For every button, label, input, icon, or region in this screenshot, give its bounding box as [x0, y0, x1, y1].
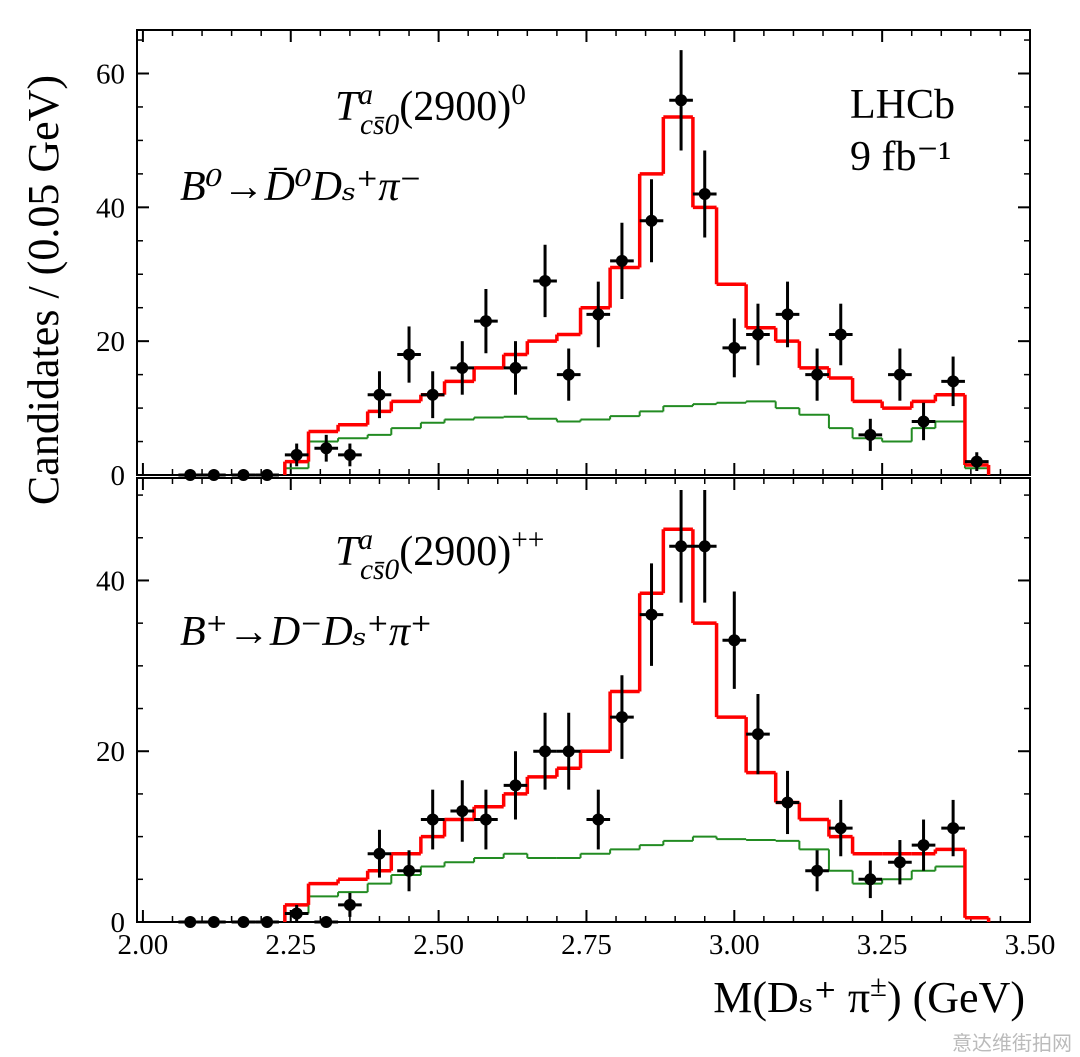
text-part: T — [335, 529, 361, 575]
data-point — [893, 368, 906, 381]
y-tick-label: 0 — [111, 907, 126, 939]
data-point — [970, 455, 983, 468]
data-point — [290, 448, 303, 461]
x-tick-label: 2.50 — [413, 929, 464, 961]
data-point — [373, 847, 386, 860]
y-axis-label: Candidates / (0.05 GeV) — [19, 75, 68, 505]
x-tick-label: 2.25 — [265, 929, 316, 961]
data-point — [320, 442, 333, 455]
data-point — [426, 813, 439, 826]
data-point — [373, 388, 386, 401]
data-point — [615, 711, 628, 724]
data-point — [509, 361, 522, 374]
text-part: cs̄0 — [360, 554, 399, 586]
data-point — [426, 388, 439, 401]
text-part: (2900) — [399, 84, 511, 130]
text-part: ) (GeV) — [887, 973, 1025, 1022]
data-point — [562, 368, 575, 381]
data-point — [403, 348, 416, 361]
data-point — [479, 315, 492, 328]
data-point — [456, 805, 469, 817]
data-point — [290, 907, 303, 920]
data-point — [479, 813, 492, 826]
data-point — [811, 864, 824, 877]
x-tick-label: 3.25 — [857, 929, 908, 961]
data-point — [184, 916, 197, 928]
y-tick-label: 20 — [96, 326, 125, 358]
text-part: ± — [870, 969, 887, 1003]
data-point — [675, 94, 688, 107]
data-point — [539, 274, 552, 287]
data-point — [947, 822, 960, 835]
data-point — [320, 916, 333, 928]
text-part: a — [358, 524, 373, 556]
data-point — [834, 328, 847, 341]
data-point — [728, 634, 741, 647]
plot-frame — [136, 29, 1031, 476]
data-point — [207, 469, 220, 481]
y-tick-label: 40 — [96, 565, 125, 597]
text-part: M(Dₛ⁺ π — [713, 973, 870, 1022]
text-part: cs̄0 — [360, 109, 399, 141]
text-part: 0 — [511, 79, 526, 111]
data-point — [864, 873, 877, 886]
luminosity-label: 9 fb⁻¹ — [850, 134, 951, 180]
watermark: 意达维街拍网 — [952, 1031, 1072, 1055]
data-point — [645, 214, 658, 227]
text-part: T — [335, 84, 361, 130]
data-point — [343, 898, 356, 911]
y-tick-label: 0 — [111, 460, 126, 492]
y-tick-label: 40 — [96, 192, 125, 224]
x-tick-label: 3.50 — [1005, 929, 1056, 961]
data-point — [509, 779, 522, 792]
data-point — [237, 916, 250, 928]
data-point — [261, 916, 274, 928]
x-axis-label: M(Dₛ⁺ π±) (GeV) — [713, 969, 1025, 1022]
x-tick-label: 2.75 — [561, 929, 612, 961]
data-point — [834, 822, 847, 835]
y-tick-label: 20 — [96, 736, 125, 768]
data-point — [698, 187, 711, 200]
data-point — [917, 839, 930, 852]
data-point — [893, 856, 906, 869]
data-point — [698, 540, 711, 553]
data-point — [184, 469, 197, 481]
panel-title: Ta cs̄0(2900)0 — [335, 79, 526, 141]
data-point — [592, 308, 605, 321]
data-point — [751, 328, 764, 341]
data-point — [539, 745, 552, 758]
text-part: (2900) — [399, 529, 511, 575]
data-point — [456, 361, 469, 374]
data-point — [947, 375, 960, 388]
data-point — [728, 341, 741, 354]
data-point — [615, 254, 628, 267]
data-point — [675, 540, 688, 553]
decay-label: B⁰→D̄⁰Dₛ⁺π⁻ — [180, 164, 422, 210]
text-part: ++ — [511, 524, 544, 556]
data-point — [237, 469, 250, 481]
data-point — [261, 469, 274, 481]
experiment-label: LHCb — [850, 82, 955, 128]
data-point — [811, 368, 824, 381]
data-point — [592, 813, 605, 826]
data-point — [781, 796, 794, 809]
plot-frame — [136, 477, 1031, 923]
data-point — [917, 415, 930, 428]
data-point — [864, 428, 877, 441]
decay-label: B⁺→D⁻Dₛ⁺π⁺ — [180, 609, 432, 655]
x-tick-label: 2.00 — [118, 929, 169, 961]
data-point — [403, 864, 416, 877]
data-point — [343, 448, 356, 461]
panel-title: Ta cs̄0(2900)++ — [335, 524, 544, 586]
x-tick-label: 3.00 — [709, 929, 760, 961]
y-tick-label: 60 — [96, 58, 125, 90]
data-point — [751, 728, 764, 741]
data-point — [645, 608, 658, 621]
data-point — [207, 916, 220, 928]
text-part: a — [358, 79, 373, 111]
data-point — [781, 308, 794, 321]
data-point — [562, 745, 575, 758]
